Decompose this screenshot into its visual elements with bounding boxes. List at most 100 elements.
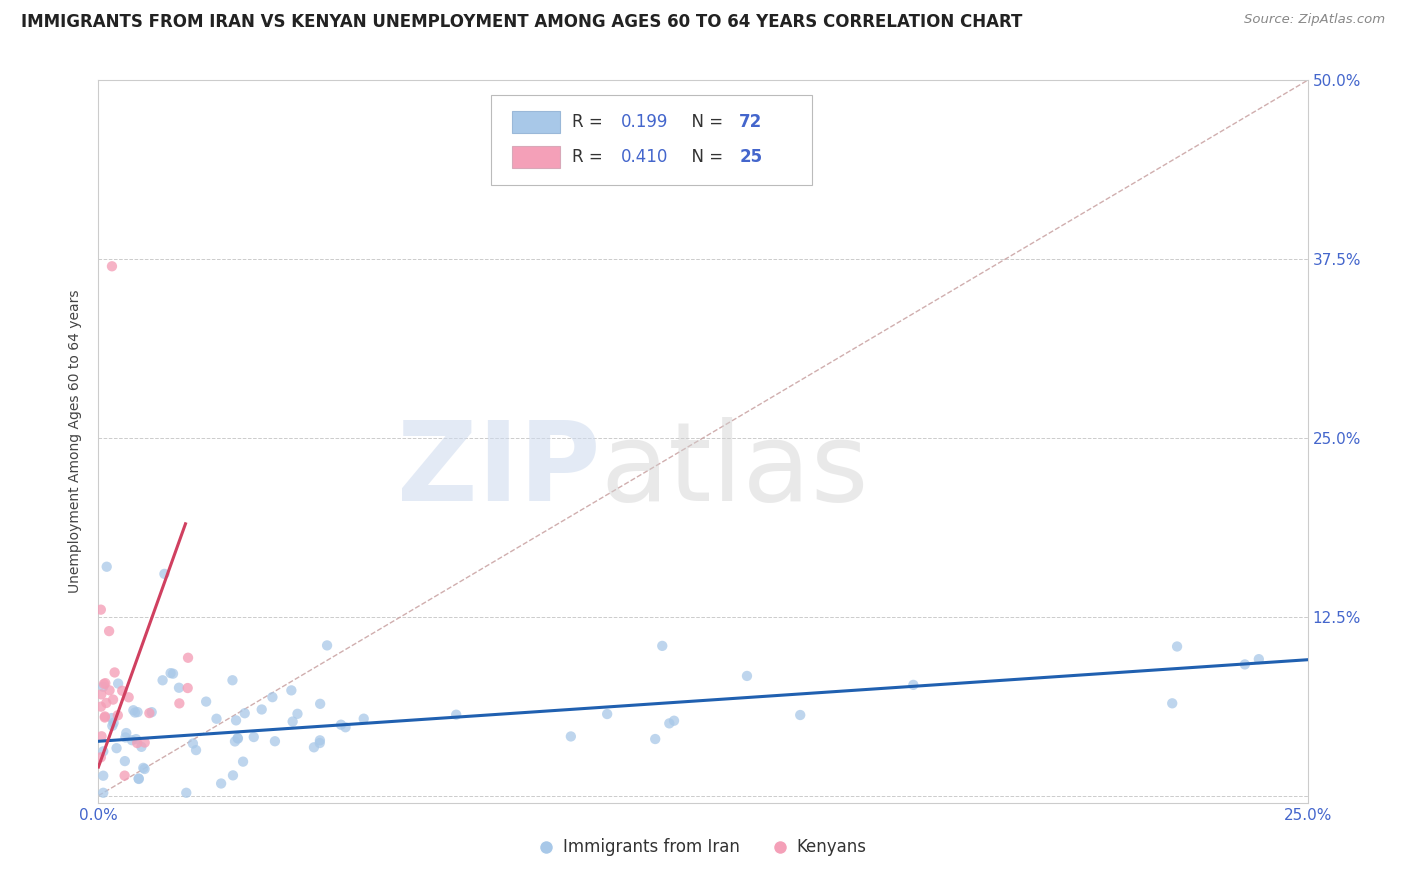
Point <box>134 735 156 749</box>
Point <box>128 772 150 786</box>
Point <box>114 769 136 783</box>
Point <box>735 669 758 683</box>
Point <box>662 714 685 728</box>
Point <box>225 714 247 728</box>
Point <box>96 559 118 574</box>
Point <box>226 731 249 745</box>
Point <box>353 712 375 726</box>
Point <box>91 786 114 800</box>
Point <box>184 743 207 757</box>
Point <box>169 697 191 711</box>
Point <box>281 714 304 729</box>
Bar <box>512 146 561 168</box>
Point <box>174 786 197 800</box>
Point <box>100 711 122 725</box>
Point <box>107 708 129 723</box>
Point <box>226 731 249 746</box>
Text: 25: 25 <box>740 148 762 166</box>
Point <box>658 716 681 731</box>
Point <box>222 768 245 782</box>
Point <box>118 690 141 705</box>
Point <box>330 717 353 731</box>
Point <box>91 769 114 783</box>
Text: 72: 72 <box>740 113 762 131</box>
Point <box>596 706 619 721</box>
Point <box>308 736 330 750</box>
FancyBboxPatch shape <box>492 95 811 185</box>
Point <box>644 732 666 747</box>
Bar <box>512 112 561 133</box>
Point <box>335 720 357 734</box>
Point <box>138 706 160 720</box>
Text: 0.199: 0.199 <box>621 113 668 131</box>
Point <box>903 678 925 692</box>
Point <box>1166 640 1188 654</box>
Point <box>104 665 127 680</box>
Point <box>232 755 254 769</box>
Point <box>127 705 149 719</box>
Point <box>167 681 190 695</box>
Point <box>195 695 218 709</box>
Y-axis label: Unemployment Among Ages 60 to 64 years: Unemployment Among Ages 60 to 64 years <box>69 290 83 593</box>
Legend: Immigrants from Iran, Kenyans: Immigrants from Iran, Kenyans <box>533 831 873 863</box>
Point <box>103 715 125 730</box>
Point <box>287 706 309 721</box>
Point <box>90 699 112 714</box>
Point <box>94 676 117 690</box>
Point <box>94 710 117 724</box>
Point <box>91 680 114 694</box>
Point <box>1233 657 1256 672</box>
Text: 0.410: 0.410 <box>621 148 668 166</box>
Point <box>221 673 243 688</box>
Text: N =: N = <box>682 148 728 166</box>
Point <box>162 666 184 681</box>
Point <box>560 730 582 744</box>
Point <box>159 666 181 681</box>
Point <box>101 719 124 733</box>
Point <box>98 624 121 639</box>
Point <box>316 639 339 653</box>
Point <box>90 750 112 764</box>
Point <box>309 733 332 747</box>
Point <box>1161 696 1184 710</box>
Point <box>90 729 112 743</box>
Point <box>789 708 811 723</box>
Point <box>152 673 174 688</box>
Point <box>94 709 117 723</box>
Text: N =: N = <box>682 113 728 131</box>
Point <box>264 734 287 748</box>
Text: R =: R = <box>572 148 609 166</box>
Point <box>128 772 150 786</box>
Point <box>233 706 256 721</box>
Point <box>125 732 148 747</box>
Point <box>96 696 118 710</box>
Point <box>177 650 200 665</box>
Point <box>309 697 332 711</box>
Point <box>250 702 273 716</box>
Text: IMMIGRANTS FROM IRAN VS KENYAN UNEMPLOYMENT AMONG AGES 60 TO 64 YEARS CORRELATIO: IMMIGRANTS FROM IRAN VS KENYAN UNEMPLOYM… <box>21 13 1022 31</box>
Point <box>127 736 149 750</box>
Point <box>134 762 156 776</box>
Point <box>91 744 114 758</box>
Point <box>101 260 124 274</box>
Point <box>124 706 146 720</box>
Point <box>93 677 115 691</box>
Point <box>121 733 143 747</box>
Point <box>181 737 204 751</box>
Point <box>1247 652 1270 666</box>
Point <box>651 639 673 653</box>
Point <box>111 683 134 698</box>
Text: Source: ZipAtlas.com: Source: ZipAtlas.com <box>1244 13 1385 27</box>
Point <box>115 726 138 740</box>
Point <box>107 676 129 690</box>
Point <box>153 566 176 581</box>
Point <box>101 692 124 706</box>
Point <box>302 740 325 755</box>
Point <box>105 741 128 756</box>
Point <box>141 705 163 719</box>
Point <box>132 761 155 775</box>
Point <box>131 739 153 754</box>
Text: atlas: atlas <box>600 417 869 524</box>
Point <box>114 731 136 745</box>
Point <box>176 681 198 695</box>
